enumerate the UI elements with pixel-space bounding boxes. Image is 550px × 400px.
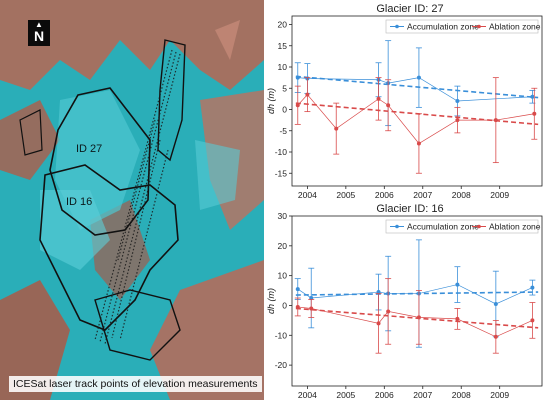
- ablation-point: [376, 321, 381, 326]
- accumulation-point: [455, 282, 460, 287]
- ablation-point: [386, 103, 391, 108]
- y-tick-label: -20: [275, 360, 288, 370]
- accumulation-point: [376, 290, 381, 295]
- ablation-point: [532, 111, 537, 116]
- arrow-up-icon: ▲: [35, 20, 43, 29]
- ablation-point: [386, 309, 391, 314]
- ablation-point: [416, 141, 421, 146]
- ablation-point: [305, 92, 310, 97]
- y-tick-label: -10: [275, 330, 288, 340]
- y-tick-label: -15: [275, 168, 288, 178]
- y-tick-label: -10: [275, 147, 288, 157]
- y-tick-label: 20: [278, 20, 288, 30]
- accumulation-point: [530, 285, 535, 290]
- legend-box: [385, 19, 539, 34]
- accumulation-trend-line: [295, 75, 539, 99]
- map-image: [0, 0, 264, 400]
- x-tick-label: 2009: [490, 390, 509, 400]
- y-tick-label: 10: [278, 271, 288, 281]
- plot-frame: [291, 15, 543, 187]
- map-caption: ICESat laser track points of elevation m…: [9, 376, 262, 392]
- legend-swatch-marker: [477, 224, 481, 229]
- y-axis-label: dh (m): [266, 88, 276, 114]
- x-tick-label: 2005: [336, 190, 355, 200]
- chart-title-27: Glacier ID: 27: [376, 3, 444, 15]
- x-tick-label: 2006: [375, 190, 394, 200]
- accumulation-point: [295, 75, 300, 80]
- ablation-point: [295, 304, 300, 309]
- north-label: N: [33, 28, 45, 44]
- legend-label-ablation: Ablation zone: [489, 222, 541, 232]
- ablation-point: [295, 103, 300, 108]
- x-tick-label: 2007: [413, 190, 432, 200]
- legend-swatch-marker: [395, 24, 399, 29]
- ablation-point: [455, 316, 460, 321]
- y-axis-label: dh (m): [266, 288, 276, 314]
- ablation-point: [376, 96, 381, 101]
- x-tick-label: 2006: [375, 390, 394, 400]
- plot-frame: [291, 215, 543, 387]
- legend-label-accumulation: Accumulation zone: [407, 222, 479, 232]
- legend-label-accumulation: Accumulation zone: [407, 22, 479, 32]
- accumulation-point: [309, 296, 314, 301]
- ablation-point: [334, 126, 339, 131]
- x-tick-label: 2008: [452, 390, 471, 400]
- x-tick-label: 2008: [452, 190, 471, 200]
- y-tick-label: -5: [279, 126, 287, 136]
- y-tick-label: 15: [278, 41, 288, 51]
- x-tick-label: 2005: [336, 390, 355, 400]
- legend-box: [385, 219, 539, 234]
- ablation-point: [493, 334, 498, 339]
- satellite-map: ▲ N ID 27 ID 16 ICESat laser track point…: [0, 0, 264, 400]
- chart-glacier-27: -15 -10 -5 0 5 10 15 20 2004 2005 2006 2007 2008 2009…: [266, 15, 543, 200]
- ablation-point: [309, 306, 314, 311]
- glacier-label-27: ID 27: [76, 143, 103, 155]
- x-tick-label: 2004: [298, 190, 317, 200]
- y-tick-label: 5: [282, 83, 287, 93]
- legend-label-ablation: Ablation zone: [489, 22, 541, 32]
- glacier-label-16: ID 16: [66, 196, 93, 208]
- y-tick-label: 0: [282, 300, 287, 310]
- y-tick-label: 20: [278, 241, 288, 251]
- ablation-series-line: [297, 306, 533, 338]
- y-tick-label: 30: [278, 211, 288, 221]
- legend-swatch-marker: [477, 24, 481, 29]
- accumulation-series-line: [297, 284, 533, 305]
- x-tick-label: 2004: [298, 390, 317, 400]
- ablation-point: [416, 315, 421, 320]
- x-tick-label: 2009: [490, 190, 509, 200]
- y-tick-label: 0: [282, 105, 287, 115]
- y-tick-label: 10: [278, 62, 288, 72]
- accumulation-point: [295, 287, 300, 292]
- accumulation-point: [455, 99, 460, 103]
- legend-swatch-marker: [395, 224, 399, 229]
- chart-title-16: Glacier ID: 16: [376, 203, 444, 215]
- accumulation-point: [530, 94, 535, 99]
- accumulation-point: [493, 301, 498, 306]
- ablation-point: [455, 118, 460, 123]
- x-tick-label: 2007: [413, 390, 432, 400]
- chart-glacier-16: -20 -10 0 10 20 30 2004 2005 2006 2007 2008 2009 dh …: [266, 211, 543, 400]
- ablation-trend-line: [295, 307, 539, 329]
- ablation-point: [530, 318, 535, 323]
- ablation-point: [493, 118, 498, 123]
- accumulation-point: [416, 75, 421, 80]
- north-arrow-icon: ▲ N: [28, 20, 50, 46]
